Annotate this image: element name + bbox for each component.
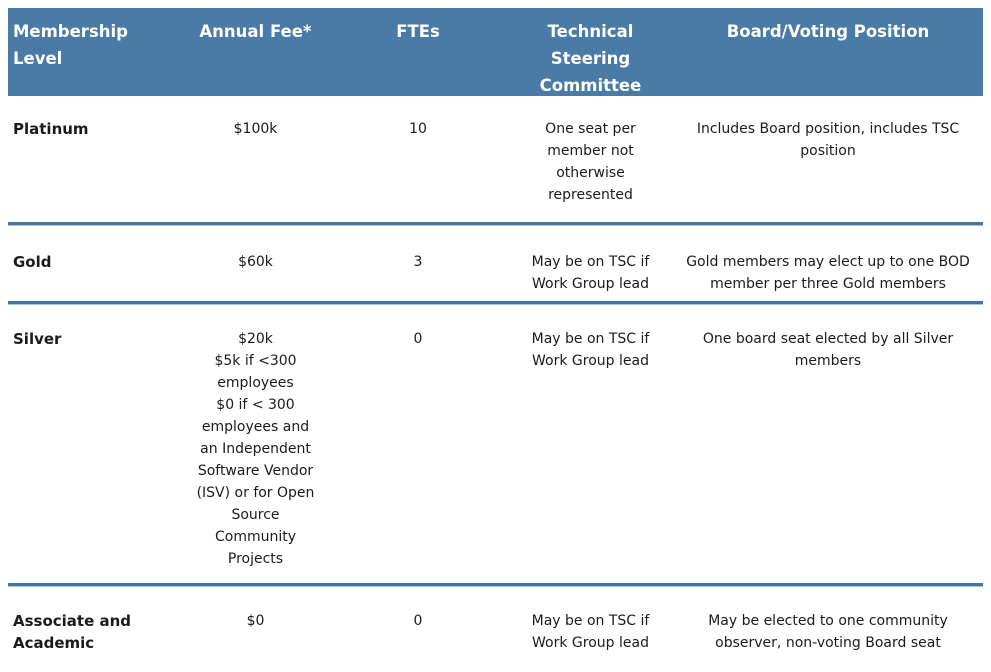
table-row-gold: Gold $60k 3 May be on TSC if Work Group … — [8, 225, 983, 304]
table-row-silver: Silver $20k $5k if <300 employees $0 if … — [8, 304, 983, 586]
fee-value: $20k $5k if <300 employees $0 if < 300 e… — [196, 331, 315, 567]
fee-value: $60k — [238, 254, 273, 270]
table-header-row: Membership Level Annual Fee* FTEs Techni… — [8, 8, 983, 96]
header-ftes: FTEs — [328, 18, 508, 96]
level-label: Associate and Academic — [13, 612, 132, 652]
membership-level-cell: Platinum — [8, 118, 183, 222]
ftes-value: 3 — [413, 254, 423, 270]
tsc-text: May be on TSC if Work Group lead — [531, 613, 650, 651]
header-label: Board/Voting Position — [726, 22, 930, 41]
table-row-platinum: Platinum $100k 10 One seat per member no… — [8, 96, 983, 225]
board-position-cell: Gold members may elect up to one BOD mem… — [673, 251, 983, 301]
header-board-voting-position: Board/Voting Position — [673, 18, 983, 96]
fee-value: $100k — [233, 121, 278, 137]
table-row-associate-and-academic: Associate and Academic $0 0 May be on TS… — [8, 586, 983, 670]
level-label: Gold — [13, 253, 52, 271]
ftes-value: 10 — [409, 121, 427, 137]
tsc-text: One seat per member not otherwise repres… — [545, 121, 636, 203]
membership-table: Membership Level Annual Fee* FTEs Techni… — [8, 8, 983, 670]
header-label: Membership Level — [13, 22, 128, 68]
tsc-cell: One seat per member not otherwise repres… — [508, 118, 673, 222]
level-label: Platinum — [13, 120, 89, 138]
level-label: Silver — [13, 330, 62, 348]
ftes-value: 0 — [413, 613, 423, 629]
header-label: FTEs — [396, 22, 440, 41]
header-technical-steering-committee: Technical Steering Committee — [508, 18, 673, 96]
board-text: Includes Board position, includes TSC po… — [696, 121, 960, 159]
membership-level-cell: Associate and Academic — [8, 610, 183, 670]
ftes-cell: 0 — [328, 328, 508, 583]
tsc-cell: May be on TSC if Work Group lead — [508, 251, 673, 301]
board-position-cell: Includes Board position, includes TSC po… — [673, 118, 983, 222]
membership-level-cell: Gold — [8, 251, 183, 301]
board-text: Gold members may elect up to one BOD mem… — [686, 254, 970, 292]
header-label: Technical Steering Committee — [539, 22, 642, 95]
tsc-text: May be on TSC if Work Group lead — [531, 331, 650, 369]
tsc-cell: May be on TSC if Work Group lead — [508, 328, 673, 583]
annual-fee-cell: $60k — [183, 251, 328, 301]
tsc-text: May be on TSC if Work Group lead — [531, 254, 650, 292]
ftes-cell: 10 — [328, 118, 508, 222]
ftes-cell: 3 — [328, 251, 508, 301]
ftes-cell: 0 — [328, 610, 508, 670]
board-text: One board seat elected by all Silver mem… — [702, 331, 954, 369]
board-position-cell: May be elected to one community observer… — [673, 610, 983, 670]
header-annual-fee: Annual Fee* — [183, 18, 328, 96]
board-position-cell: One board seat elected by all Silver mem… — [673, 328, 983, 583]
tsc-cell: May be on TSC if Work Group lead — [508, 610, 673, 670]
board-text: May be elected to one community observer… — [708, 613, 948, 651]
ftes-value: 0 — [413, 331, 423, 347]
annual-fee-cell: $100k — [183, 118, 328, 222]
fee-value: $0 — [246, 613, 265, 629]
annual-fee-cell: $0 — [183, 610, 328, 670]
header-membership-level: Membership Level — [8, 18, 183, 96]
header-label: Annual Fee* — [199, 22, 312, 41]
annual-fee-cell: $20k $5k if <300 employees $0 if < 300 e… — [183, 328, 328, 583]
membership-level-cell: Silver — [8, 328, 183, 583]
